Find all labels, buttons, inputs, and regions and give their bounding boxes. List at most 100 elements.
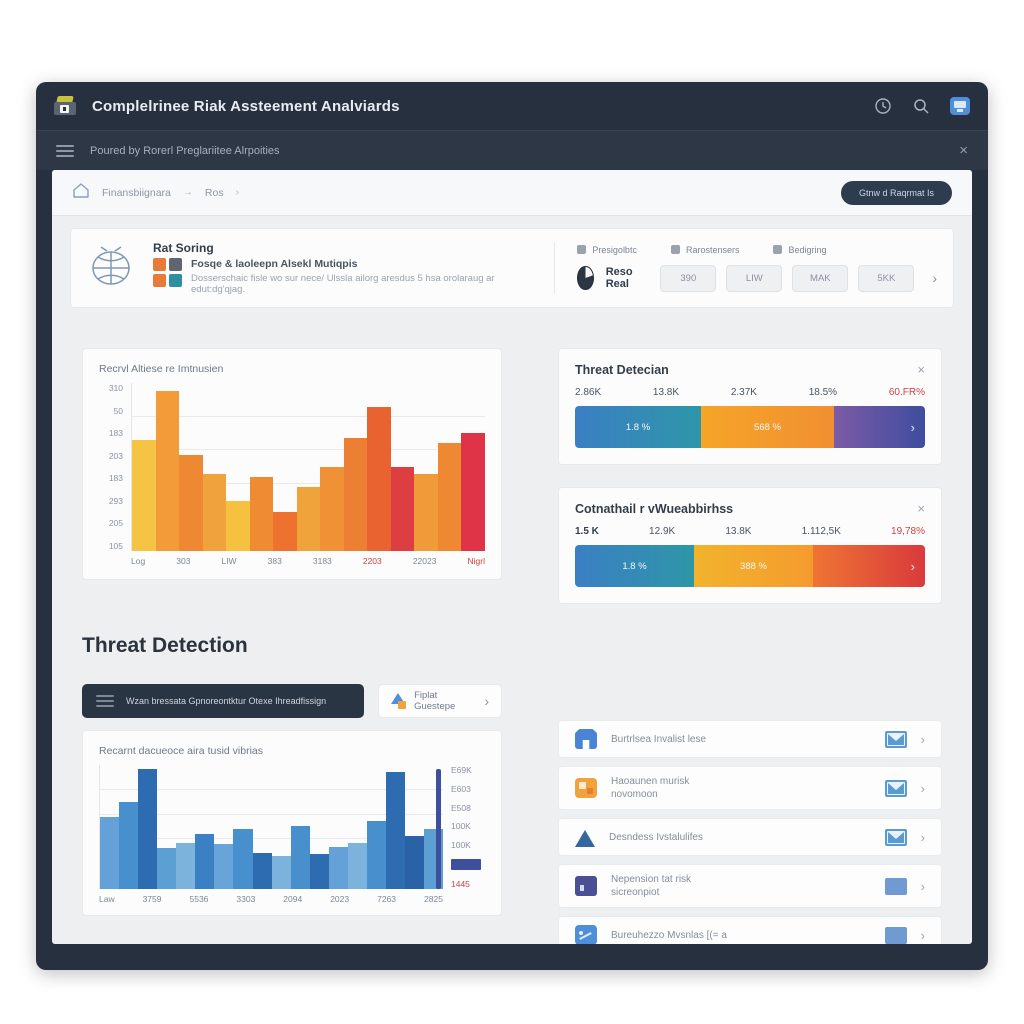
list-item[interactable]: Nepension tat risk sicreonpiot ›	[558, 864, 942, 908]
stat-label: 1.112,5K	[801, 526, 841, 537]
legend-square	[451, 859, 481, 871]
x-tick: Log	[131, 556, 146, 566]
home-icon[interactable]	[72, 182, 90, 204]
x-tick: 3303	[236, 894, 256, 904]
flat-category-card[interactable]: Fiplat Guestepe ›	[378, 684, 502, 718]
threshold-pills: 390 LIW MAK 5KK	[660, 264, 915, 292]
folder-icon	[575, 729, 597, 749]
threat-report-button[interactable]: Wzan bressata Gpnoreontktur Otexe Ihread…	[82, 684, 364, 718]
bar	[157, 848, 177, 889]
search-icon[interactable]	[912, 97, 930, 115]
app-subtitle: Poured by Rorerl Preglariitee Alrpoities	[90, 144, 280, 157]
filter-group: Presigolbtc Rarostensers Bedigring	[577, 245, 937, 255]
y-tick: 310	[108, 383, 123, 393]
bar	[155, 391, 180, 551]
chevron-right-icon[interactable]: ›	[932, 270, 937, 286]
stat-labels: 1.5 K 12.9K 13.8K 1.112,5K 19,78%	[575, 526, 925, 537]
gridline	[100, 838, 443, 840]
list-item[interactable]: Burtrlsea Invalist lese ›	[558, 720, 942, 758]
filter-label: Presigolbtc	[592, 244, 637, 255]
bar	[233, 829, 253, 889]
envelope-icon[interactable]	[884, 779, 907, 797]
app-window: Complelrinee Riak Assteement Analviards …	[36, 82, 988, 970]
threat-report-button-label: Wzan bressata Gpnoreontktur Otexe Ihread…	[126, 696, 327, 706]
chevron-right-icon[interactable]: ›	[920, 829, 925, 845]
chevron-right-icon: ›	[484, 693, 489, 709]
close-icon[interactable]: ×	[917, 362, 925, 377]
stack-segment[interactable]: 388 %	[694, 545, 813, 587]
y-tick: 293	[108, 495, 123, 506]
x-tick: 3183	[312, 556, 332, 566]
clock-icon[interactable]	[874, 97, 892, 115]
threshold-pill[interactable]: MAK	[792, 264, 849, 292]
bar	[405, 835, 425, 889]
app-title: Complelrinee Riak Assteement Analviards	[92, 97, 400, 115]
stack-segment[interactable]: 1.8 %	[575, 406, 701, 448]
bar-series	[100, 765, 444, 889]
stat-label: 12.9K	[649, 526, 676, 537]
section-heading: Threat Detection	[82, 634, 248, 657]
threshold-pill[interactable]: LIW	[726, 264, 783, 292]
stat-label: 2.86K	[575, 387, 602, 398]
list-item[interactable]: Desndess Ivstalulifes ›	[558, 818, 942, 856]
bar	[309, 854, 329, 889]
bar	[414, 473, 438, 551]
stat-label: 1.5 K	[575, 526, 599, 537]
stat-label: 18.5%	[808, 387, 838, 398]
chevron-right-icon[interactable]: ›	[920, 731, 925, 747]
stack-segment[interactable]: 568 %	[701, 406, 834, 448]
x-tick: Law	[99, 894, 115, 904]
list-item-title: Haoaunen murisk	[611, 776, 690, 787]
filter-item[interactable]: Bedigring	[773, 245, 827, 255]
app-logo-icon	[54, 96, 78, 116]
square-icon[interactable]	[884, 877, 907, 895]
panel-icon	[575, 876, 597, 896]
chevron-right-icon[interactable]: ›	[920, 878, 925, 894]
close-icon[interactable]: ×	[959, 142, 968, 159]
filter-item[interactable]: Presigolbtc	[577, 245, 637, 255]
breadcrumb-item[interactable]: Ros	[204, 186, 224, 199]
threat-detection-card: Threat Detecian × 2.86K 13.8K 2.37K 18.5% 60…	[558, 348, 942, 465]
gridline	[132, 449, 485, 451]
segment-label: 388 %	[740, 560, 767, 572]
breadcrumb: Finansbiignara → Ros › Gtnw d Raqrmat Is	[52, 170, 972, 216]
x-tick: 3759	[142, 894, 162, 904]
stat-labels: 2.86K 13.8K 2.37K 18.5% 60.FR%	[575, 387, 925, 398]
x-tick: 2023	[330, 894, 350, 904]
stat-label: 13.8K	[652, 387, 680, 398]
envelope-icon[interactable]	[884, 828, 907, 846]
chevron-right-icon[interactable]: ›	[910, 419, 915, 435]
generate-report-button[interactable]: Gtnw d Raqrmat Is	[840, 180, 952, 205]
right-axis-labels: E69K E603 E508 100K 100K 1445	[451, 765, 485, 889]
breadcrumb-item[interactable]: Finansbiignara	[102, 186, 171, 199]
list-icon	[96, 695, 114, 707]
filter-item[interactable]: Rarostensers	[670, 244, 740, 255]
menu-icon[interactable]	[56, 144, 74, 157]
close-icon[interactable]: ×	[917, 501, 925, 516]
list-item-title: Burtrlsea Invalist lese	[611, 733, 707, 745]
attacks-bar-chart-card: Recrvl Altiese re Imtnusien 310 50 183 203 1…	[82, 348, 502, 580]
chevron-right-icon[interactable]: ›	[910, 558, 915, 574]
envelope-icon[interactable]	[884, 730, 907, 748]
list-item[interactable]: Haoaunen murisk novomoon ›	[558, 766, 942, 810]
bar	[366, 820, 386, 889]
chevron-right-icon[interactable]: ›	[920, 927, 925, 943]
stack-segment[interactable]: ›	[834, 406, 925, 448]
notifications-icon[interactable]	[950, 97, 970, 115]
threshold-pill[interactable]: 390	[660, 264, 717, 292]
risk-scoring-description: Dosserschaic fisle wo sur nece/ Ulssla a…	[191, 273, 495, 295]
x-axis-labels: Log 303 LIW 383 3183 2203 22023 Nigrl	[99, 556, 485, 566]
card-title: Threat Detecian	[575, 362, 669, 377]
risk-scoring-card: Rat Soring Fosqe & laoleepn Alsekl Mutiq…	[70, 228, 954, 308]
square-icon[interactable]	[884, 926, 907, 944]
list-item[interactable]: Bureuhezzo Mvsnlas [(= a ›	[558, 916, 942, 944]
stack-segment[interactable]: ›	[813, 545, 925, 587]
chart-icon	[575, 925, 597, 944]
x-tick: LIW	[221, 556, 237, 566]
threshold-pill[interactable]: 5KK	[858, 264, 915, 292]
x-tick-red: 1445	[451, 878, 470, 889]
filter-label: Rarostensers	[685, 244, 740, 255]
x-axis-labels: Law 3759 5536 3303 2094 2023 7263 2825	[99, 894, 485, 904]
stack-segment[interactable]: 1.8 %	[575, 545, 694, 587]
chevron-right-icon[interactable]: ›	[920, 780, 925, 796]
